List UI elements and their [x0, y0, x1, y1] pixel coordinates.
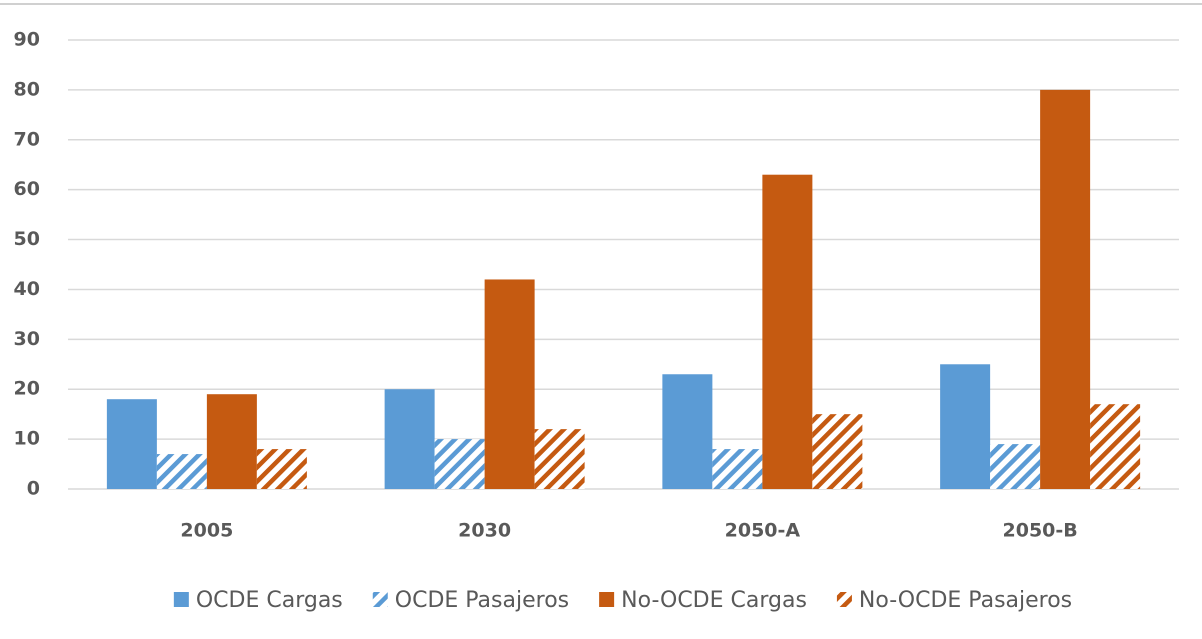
legend-label: No-OCDE Pasajeros [859, 588, 1072, 613]
legend-swatch [836, 592, 852, 607]
legend-label: No-OCDE Cargas [621, 588, 807, 613]
x-tick-label: 2030 [458, 520, 511, 542]
y-tick-label: 80 [14, 78, 40, 100]
y-tick-label: 90 [14, 29, 40, 51]
y-tick-label: 50 [14, 228, 40, 250]
y-tick-label: 30 [14, 328, 40, 350]
y-tick-label: 60 [14, 178, 40, 200]
bar [812, 414, 863, 489]
bar [712, 449, 763, 489]
bar [156, 454, 207, 489]
y-tick-label: 20 [14, 378, 40, 400]
bar [1090, 404, 1141, 489]
bar [384, 389, 435, 489]
y-tick-label: 40 [14, 278, 40, 300]
bar [762, 174, 813, 489]
y-tick-label: 10 [14, 428, 40, 450]
x-tick-label: 2050-B [1003, 520, 1078, 542]
legend-label: OCDE Cargas [196, 588, 343, 613]
bar [1040, 89, 1091, 489]
y-tick-label: 70 [14, 128, 40, 150]
legend-swatch [599, 592, 615, 607]
bar [206, 394, 257, 489]
bar [940, 364, 991, 489]
legend-swatch [173, 592, 189, 607]
x-tick-label: 2050-A [725, 520, 801, 542]
legend: OCDE Cargas OCDE Pasajeros No-OCDE Cargas N… [173, 588, 1072, 613]
legend-swatch [372, 592, 388, 607]
bar [990, 444, 1041, 489]
bar [484, 279, 535, 489]
bar [534, 429, 585, 489]
bar [662, 374, 713, 489]
y-tick-label: 0 [27, 478, 40, 500]
legend-label: OCDE Pasajeros [395, 588, 569, 613]
x-tick-label: 2005 [180, 520, 233, 542]
bar [256, 449, 307, 489]
bar [106, 399, 157, 489]
bar [434, 439, 485, 489]
